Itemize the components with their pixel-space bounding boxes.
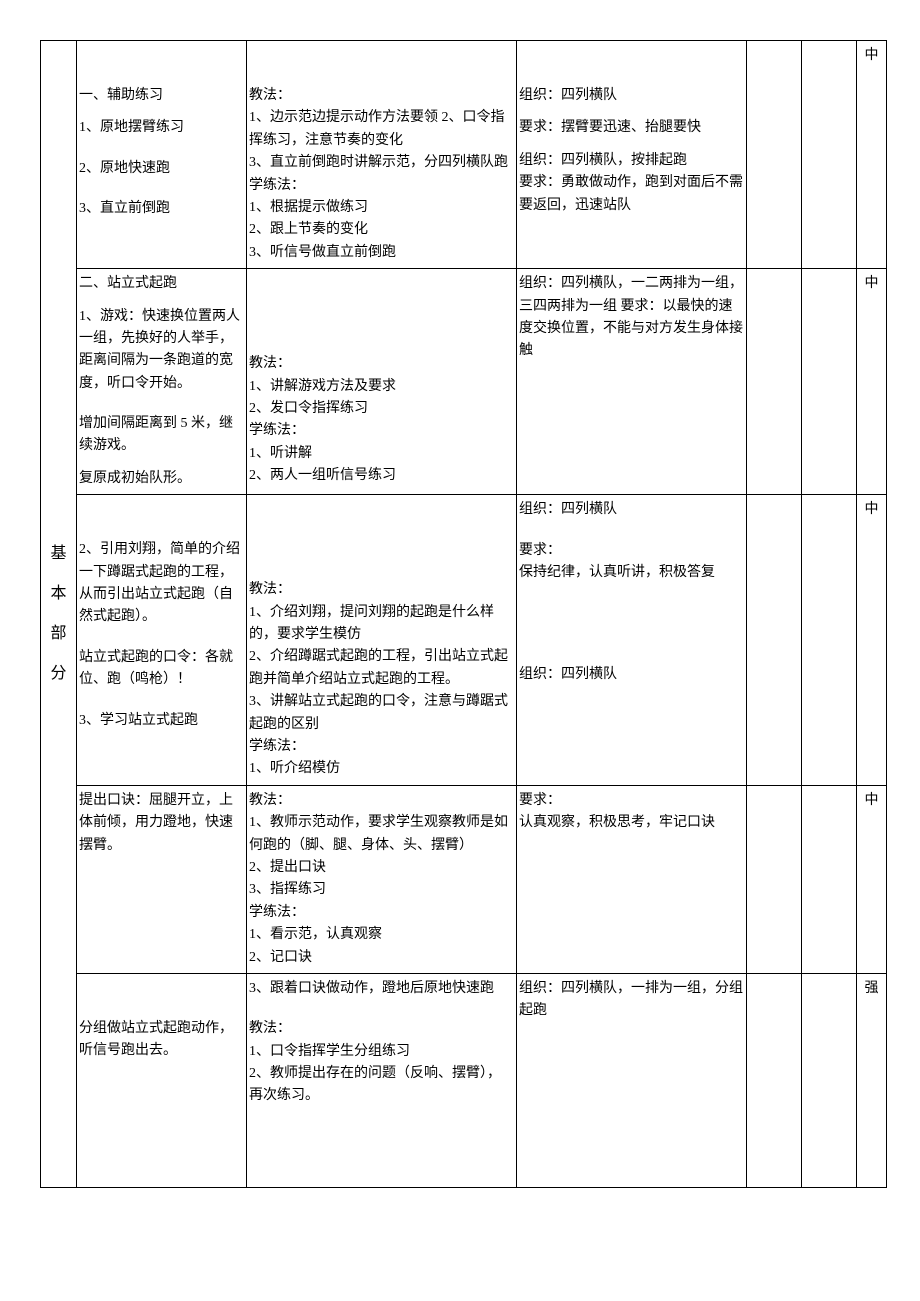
note-cell (747, 41, 802, 269)
org-cell: 要求： 认真观察，积极思考，牢记口诀 (517, 785, 747, 973)
content-title: 一、辅助练习 (79, 85, 244, 107)
method-label: 教法： (249, 1018, 514, 1040)
table-row: 二、站立式起跑 1、游戏：快速换位置两人一组，先换好的人举手，距离间隔为一条跑道… (41, 269, 887, 495)
method-cell: 教法： 1、教师示范动作，要求学生观察教师是如何跑的（脚、腿、身体、头、摆臂） … (247, 785, 517, 973)
content-cell: 2、引用刘翔，简单的介绍一下蹲踞式起跑的工程，从而引出站立式起跑（自然式起跑）。… (77, 495, 247, 786)
method-line: 1、讲解游戏方法及要求 (249, 376, 514, 398)
method-line: 1、听介绍模仿 (249, 758, 514, 780)
method-line: 3、指挥练习 (249, 879, 514, 901)
sec-char: 部 (43, 614, 74, 654)
content-item: 2、原地快速跑 (79, 158, 244, 180)
org-label: 要求： (519, 790, 744, 812)
org-line: 组织：四列横队，一二两排为一组，三四两排为一组 要求：以最快的速度交换位置，不能… (519, 273, 744, 363)
method-label: 学练法： (249, 420, 514, 442)
section-label-cell: 基 本 部 分 (41, 41, 77, 1188)
method-line: 2、教师提出存在的问题（反响、摆臂），再次练习。 (249, 1063, 514, 1108)
method-cell: 教法： 1、边示范边提示动作方法要领 2、口令指挥练习，注意节奏的变化 3、直立… (247, 41, 517, 269)
note-cell (802, 269, 857, 495)
method-line: 2、提出口诀 (249, 857, 514, 879)
note-cell (747, 973, 802, 1187)
sec-char: 分 (43, 654, 74, 694)
content-item: 3、学习站立式起跑 (79, 710, 244, 732)
table-row: 分组做站立式起跑动作，听信号跑出去。 3、跟着口诀做动作，蹬地后原地快速跑 教法… (41, 973, 887, 1187)
method-cell: 教法： 1、讲解游戏方法及要求 2、发口令指挥练习 学练法： 1、听讲解 2、两… (247, 269, 517, 495)
content-item: 站立式起跑的口令：各就位、跑（鸣枪）！ (79, 647, 244, 692)
org-line: 保持纪律，认真听讲，积极答复 (519, 562, 744, 584)
method-line: 3、讲解站立式起跑的口令，注意与蹲踞式起跑的区别 (249, 691, 514, 736)
method-line: 1、听讲解 (249, 443, 514, 465)
org-line: 要求：勇敢做动作，跑到对面后不需要返回，迅速站队 (519, 172, 744, 217)
method-label: 学练法： (249, 175, 514, 197)
method-label: 教法： (249, 790, 514, 812)
method-label: 学练法： (249, 736, 514, 758)
content-item: 2、引用刘翔，简单的介绍一下蹲踞式起跑的工程，从而引出站立式起跑（自然式起跑）。 (79, 539, 244, 629)
intensity-cell: 强 (857, 973, 887, 1187)
intensity-cell: 中 (857, 785, 887, 973)
method-line: 1、介绍刘翔，提问刘翔的起跑是什么样的，要求学生模仿 (249, 602, 514, 647)
intensity-cell: 中 (857, 41, 887, 269)
method-line: 3、直立前倒跑时讲解示范，分四列横队跑 (249, 152, 514, 174)
method-label: 教法： (249, 579, 514, 601)
sec-char: 基 (43, 534, 74, 574)
org-cell: 组织：四列横队，一排为一组，分组起跑 (517, 973, 747, 1187)
intensity-cell: 中 (857, 269, 887, 495)
method-line: 3、跟着口诀做动作，蹬地后原地快速跑 (249, 978, 514, 1000)
method-line: 1、教师示范动作，要求学生观察教师是如何跑的（脚、腿、身体、头、摆臂） (249, 812, 514, 857)
org-cell: 组织：四列横队 要求：摆臂要迅速、抬腿要快 组织：四列横队，按排起跑 要求：勇敢… (517, 41, 747, 269)
note-cell (747, 785, 802, 973)
method-line: 2、两人一组听信号练习 (249, 465, 514, 487)
method-line: 1、口令指挥学生分组练习 (249, 1041, 514, 1063)
method-cell: 教法： 1、介绍刘翔，提问刘翔的起跑是什么样的，要求学生模仿 2、介绍蹲踞式起跑… (247, 495, 517, 786)
method-line: 1、看示范，认真观察 (249, 924, 514, 946)
content-item: 1、游戏：快速换位置两人一组，先换好的人举手，距离间隔为一条跑道的宽度，听口令开… (79, 306, 244, 396)
method-line: 1、边示范边提示动作方法要领 2、口令指挥练习，注意节奏的变化 (249, 107, 514, 152)
note-cell (802, 785, 857, 973)
sec-char: 本 (43, 574, 74, 614)
method-line: 2、记口诀 (249, 947, 514, 969)
note-cell (802, 495, 857, 786)
method-label: 教法： (249, 353, 514, 375)
org-cell: 组织：四列横队 要求： 保持纪律，认真听讲，积极答复 组织：四列横队 (517, 495, 747, 786)
method-line: 3、听信号做直立前倒跑 (249, 242, 514, 264)
content-title: 二、站立式起跑 (79, 273, 244, 295)
org-line: 组织：四列横队 (519, 499, 744, 521)
content-cell: 分组做站立式起跑动作，听信号跑出去。 (77, 973, 247, 1187)
note-cell (747, 269, 802, 495)
content-item: 增加间隔距离到 5 米，继续游戏。 (79, 413, 244, 458)
intensity-cell: 中 (857, 495, 887, 786)
org-line: 组织：四列横队 (519, 664, 744, 686)
note-cell (747, 495, 802, 786)
content-item: 分组做站立式起跑动作，听信号跑出去。 (79, 1018, 244, 1063)
content-item: 3、直立前倒跑 (79, 198, 244, 220)
table-row: 提出口诀：屈腿开立，上体前倾，用力蹬地，快速摆臂。 教法： 1、教师示范动作，要… (41, 785, 887, 973)
note-cell (802, 973, 857, 1187)
method-line: 2、发口令指挥练习 (249, 398, 514, 420)
note-cell (802, 41, 857, 269)
org-cell: 组织：四列横队，一二两排为一组，三四两排为一组 要求：以最快的速度交换位置，不能… (517, 269, 747, 495)
method-label: 教法： (249, 85, 514, 107)
org-line: 组织：四列横队 (519, 85, 744, 107)
lesson-plan-table: 基 本 部 分 一、辅助练习 1、原地摆臂练习 2、原地快速跑 3、直立前倒跑 … (40, 40, 887, 1188)
content-cell: 一、辅助练习 1、原地摆臂练习 2、原地快速跑 3、直立前倒跑 (77, 41, 247, 269)
method-label: 学练法： (249, 902, 514, 924)
org-line: 组织：四列横队，一排为一组，分组起跑 (519, 978, 744, 1023)
table-row: 2、引用刘翔，简单的介绍一下蹲踞式起跑的工程，从而引出站立式起跑（自然式起跑）。… (41, 495, 887, 786)
content-item: 复原成初始队形。 (79, 468, 244, 490)
content-item: 提出口诀：屈腿开立，上体前倾，用力蹬地，快速摆臂。 (79, 790, 244, 857)
content-cell: 提出口诀：屈腿开立，上体前倾，用力蹬地，快速摆臂。 (77, 785, 247, 973)
content-cell: 二、站立式起跑 1、游戏：快速换位置两人一组，先换好的人举手，距离间隔为一条跑道… (77, 269, 247, 495)
org-label: 要求： (519, 540, 744, 562)
org-line: 要求：摆臂要迅速、抬腿要快 (519, 117, 744, 139)
org-line: 认真观察，积极思考，牢记口诀 (519, 812, 744, 834)
method-line: 2、介绍蹲踞式起跑的工程，引出站立式起跑并简单介绍站立式起跑的工程。 (249, 646, 514, 691)
content-item: 1、原地摆臂练习 (79, 117, 244, 139)
method-line: 1、根据提示做练习 (249, 197, 514, 219)
table-row: 基 本 部 分 一、辅助练习 1、原地摆臂练习 2、原地快速跑 3、直立前倒跑 … (41, 41, 887, 269)
method-line: 2、跟上节奏的变化 (249, 219, 514, 241)
method-cell: 3、跟着口诀做动作，蹬地后原地快速跑 教法： 1、口令指挥学生分组练习 2、教师… (247, 973, 517, 1187)
org-line: 组织：四列横队，按排起跑 (519, 150, 744, 172)
